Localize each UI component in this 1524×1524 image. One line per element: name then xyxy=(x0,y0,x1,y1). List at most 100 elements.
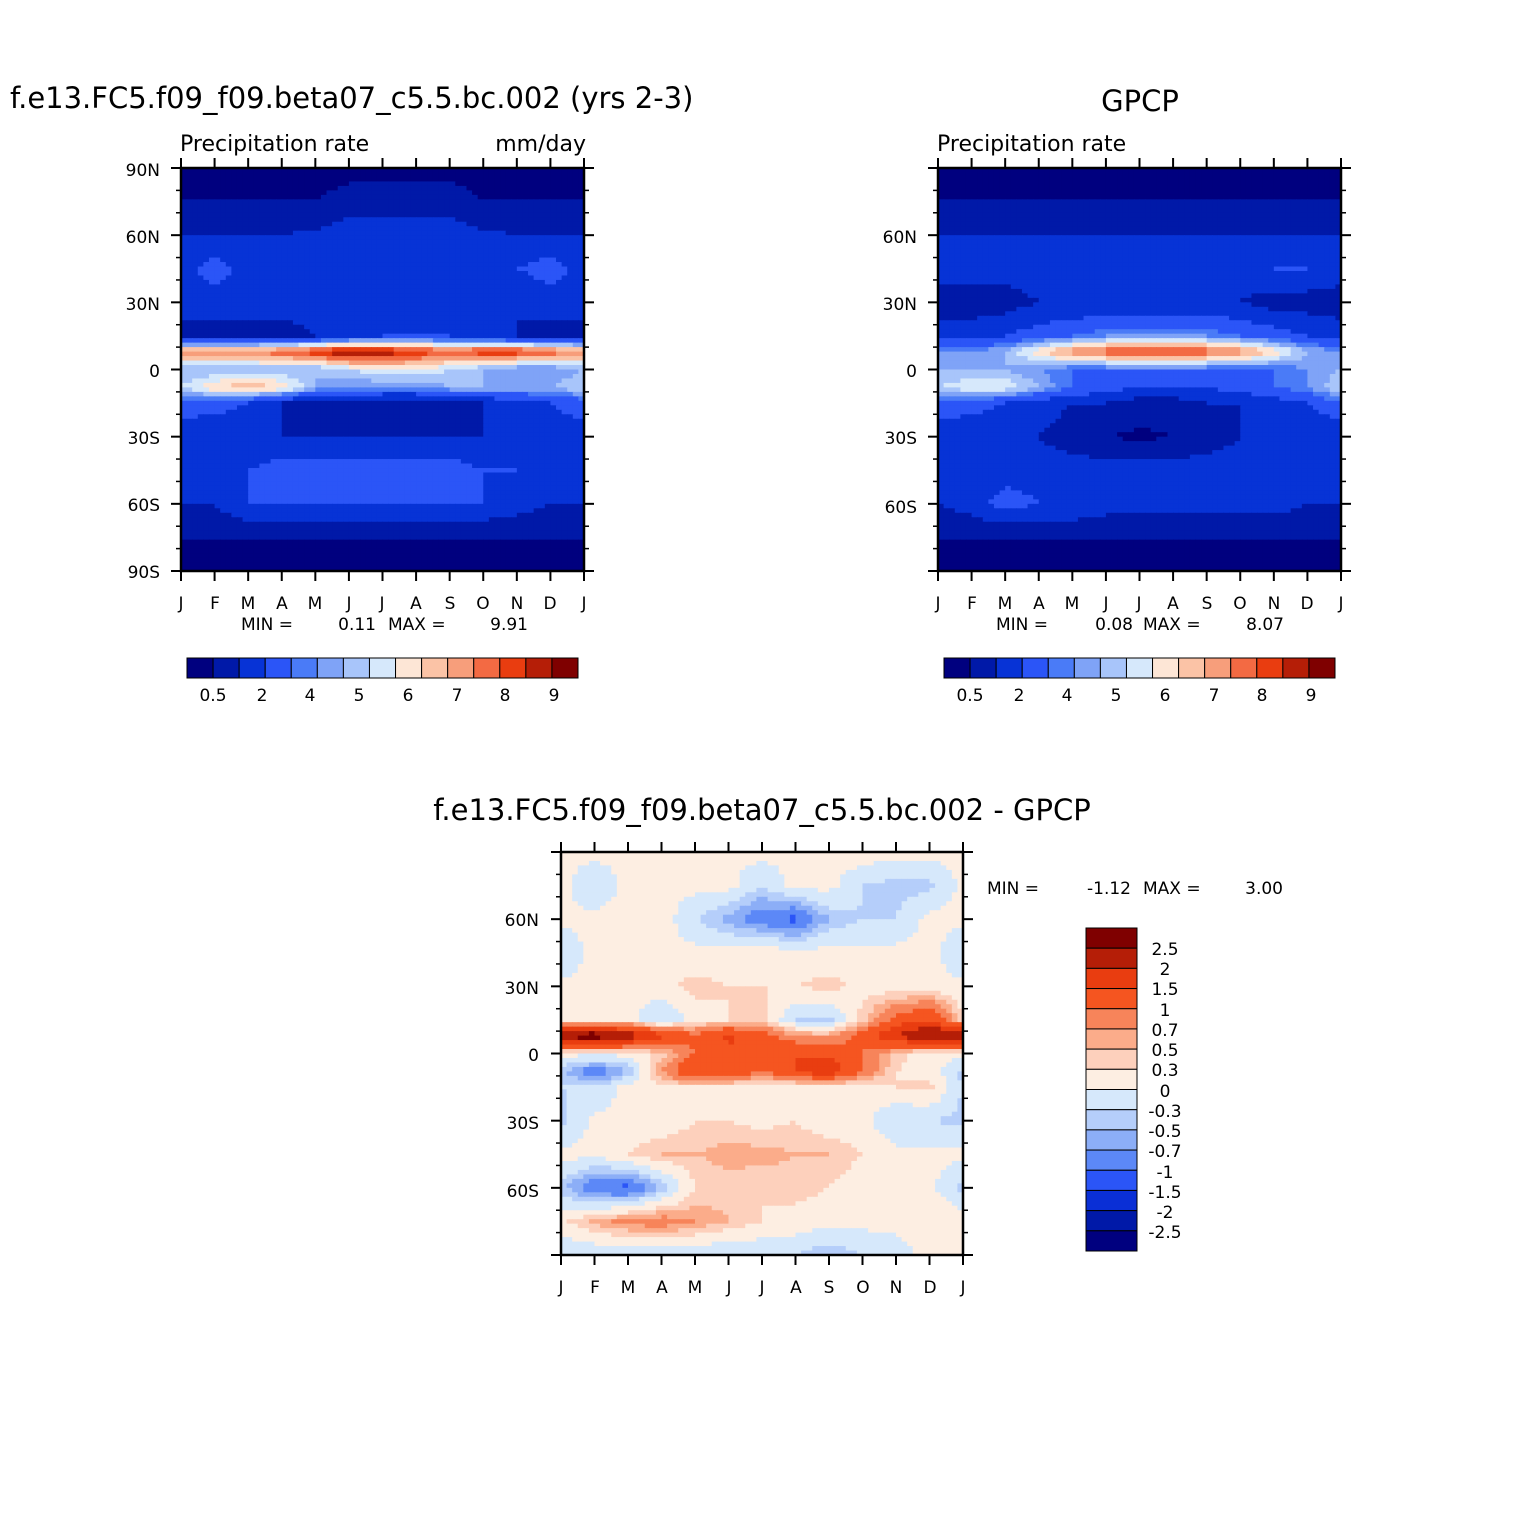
heatmap-cell xyxy=(550,199,556,204)
heatmap-cell xyxy=(254,186,260,191)
heatmap-cell xyxy=(539,338,545,343)
heatmap-cell xyxy=(550,284,556,289)
heatmap-cell xyxy=(209,392,215,397)
heatmap-cell xyxy=(455,459,461,464)
heatmap-cell xyxy=(506,253,512,258)
heatmap-cell xyxy=(355,293,361,298)
heatmap-cell xyxy=(506,267,512,272)
heatmap-cell xyxy=(528,226,534,231)
heatmap-cell xyxy=(461,410,467,415)
heatmap-cell xyxy=(187,186,193,191)
heatmap-cell xyxy=(461,396,467,401)
heatmap-cell xyxy=(254,195,260,200)
heatmap-cell xyxy=(427,455,433,460)
heatmap-cell xyxy=(450,414,456,419)
heatmap-cell xyxy=(349,320,355,325)
heatmap-cell xyxy=(355,423,361,428)
heatmap-cell xyxy=(276,181,282,186)
heatmap-cell xyxy=(343,208,349,213)
heatmap-cell xyxy=(332,190,338,195)
heatmap-cell xyxy=(355,190,361,195)
heatmap-cell xyxy=(427,204,433,209)
heatmap-cell xyxy=(405,213,411,218)
heatmap-cell xyxy=(343,298,349,303)
heatmap-cell xyxy=(355,352,361,357)
heatmap-cell xyxy=(422,361,428,366)
heatmap-cell xyxy=(478,370,484,375)
heatmap-cell xyxy=(327,208,333,213)
heatmap-cell xyxy=(282,352,288,357)
heatmap-cell xyxy=(528,365,534,370)
heatmap-cell xyxy=(383,186,389,191)
heatmap-cell xyxy=(343,177,349,182)
heatmap-cell xyxy=(539,414,545,419)
heatmap-cell xyxy=(573,320,579,325)
heatmap-cell xyxy=(332,293,338,298)
heatmap-cell xyxy=(282,177,288,182)
heatmap-cell xyxy=(237,352,243,357)
heatmap-cell xyxy=(573,195,579,200)
heatmap-cell xyxy=(366,396,372,401)
heatmap-cell xyxy=(265,347,271,352)
heatmap-cell xyxy=(522,419,528,424)
heatmap-cell xyxy=(287,267,293,272)
heatmap-cell xyxy=(573,405,579,410)
heatmap-cell xyxy=(248,370,254,375)
heatmap-cell xyxy=(220,410,226,415)
heatmap-cell xyxy=(355,450,361,455)
heatmap-cell xyxy=(299,374,305,379)
heatmap-cell xyxy=(444,244,450,249)
heatmap-cell xyxy=(539,181,545,186)
heatmap-cell xyxy=(528,195,534,200)
heatmap-cell xyxy=(237,249,243,254)
heatmap-cell xyxy=(522,240,528,245)
heatmap-cell xyxy=(276,455,282,460)
heatmap-cell xyxy=(355,235,361,240)
heatmap-cell xyxy=(265,343,271,348)
heatmap-cell xyxy=(522,172,528,177)
heatmap-cell xyxy=(237,464,243,469)
heatmap-cell xyxy=(427,383,433,388)
heatmap-cell xyxy=(500,450,506,455)
heatmap-cell xyxy=(478,289,484,294)
heatmap-cell xyxy=(489,383,495,388)
heatmap-cell xyxy=(338,181,344,186)
heatmap-cell xyxy=(573,293,579,298)
heatmap-cell xyxy=(321,199,327,204)
heatmap-cell xyxy=(466,213,472,218)
heatmap-cell xyxy=(399,235,405,240)
heatmap-cell xyxy=(416,361,422,366)
heatmap-cell xyxy=(209,468,215,473)
heatmap-cell xyxy=(416,334,422,339)
heatmap-cell xyxy=(287,195,293,200)
heatmap-cell xyxy=(478,199,484,204)
heatmap-cell xyxy=(355,378,361,383)
heatmap-cell xyxy=(444,213,450,218)
heatmap-cell xyxy=(489,316,495,321)
heatmap-cell xyxy=(399,307,405,312)
heatmap-cell xyxy=(321,468,327,473)
heatmap-cell xyxy=(489,204,495,209)
heatmap-cell xyxy=(399,204,405,209)
heatmap-cell xyxy=(332,423,338,428)
heatmap-cell xyxy=(310,316,316,321)
heatmap-cell xyxy=(338,410,344,415)
heatmap-cell xyxy=(438,419,444,424)
heatmap-cell xyxy=(371,370,377,375)
heatmap-cell xyxy=(366,464,372,469)
heatmap-cell xyxy=(187,190,193,195)
heatmap-cell xyxy=(215,311,221,316)
heatmap-cell xyxy=(209,208,215,213)
heatmap-cell xyxy=(360,347,366,352)
heatmap-cell xyxy=(517,186,523,191)
heatmap-cell xyxy=(231,226,237,231)
heatmap-cell xyxy=(282,253,288,258)
heatmap-cell xyxy=(366,455,372,460)
heatmap-cell xyxy=(237,199,243,204)
heatmap-cell xyxy=(310,249,316,254)
heatmap-cell xyxy=(500,347,506,352)
heatmap-cell xyxy=(562,432,568,437)
heatmap-cell xyxy=(338,329,344,334)
heatmap-cell xyxy=(383,213,389,218)
heatmap-cell xyxy=(483,231,489,236)
